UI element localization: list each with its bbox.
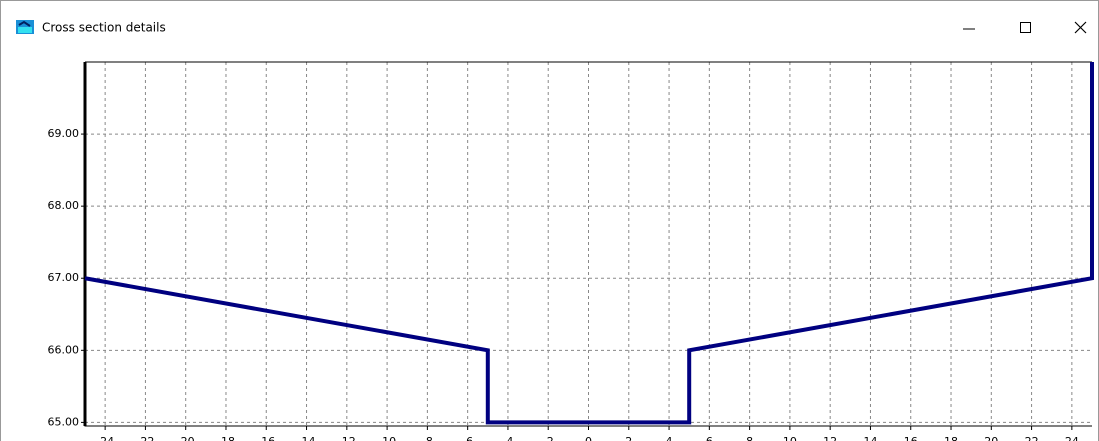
x-tick-label: -6 — [462, 435, 473, 441]
y-tick-label: 66.00 — [48, 343, 80, 356]
window-title: Cross section details — [42, 21, 166, 35]
x-tick-label: 14 — [863, 435, 877, 441]
x-tick-label: 0 — [585, 435, 592, 441]
y-tick-label: 69.00 — [48, 127, 80, 140]
x-tick-label: -8 — [422, 435, 433, 441]
cross-section-line — [84, 62, 1094, 425]
x-tick-label: 8 — [746, 435, 753, 441]
y-tick-label: 67.00 — [48, 271, 80, 284]
x-tick-label: 10 — [783, 435, 797, 441]
x-tick-label: 22 — [1025, 435, 1039, 441]
close-button[interactable] — [1074, 21, 1087, 34]
x-tick-label: -4 — [502, 435, 513, 441]
x-tick-label: -16 — [257, 435, 275, 441]
x-tick-label: -2 — [543, 435, 554, 441]
x-tick-label: 20 — [984, 435, 998, 441]
x-tick-label: -10 — [378, 435, 396, 441]
x-tick-label: -22 — [136, 435, 154, 441]
x-tick-label: 18 — [944, 435, 958, 441]
y-tick-label: 65.00 — [48, 415, 80, 428]
x-tick-label: 4 — [666, 435, 673, 441]
app-icon — [16, 20, 34, 34]
maximize-button[interactable] — [1020, 22, 1031, 33]
x-tick-label: -14 — [298, 435, 316, 441]
plot: -24-22-20-18-16-14-12-10-8-6-4-202468101… — [48, 61, 1094, 441]
x-tick-label: -12 — [338, 435, 356, 441]
x-tick-label: 6 — [706, 435, 713, 441]
x-tick-label: -24 — [96, 435, 114, 441]
x-tick-label: 24 — [1065, 435, 1079, 441]
x-tick-label: 16 — [904, 435, 918, 441]
x-tick-label: 2 — [625, 435, 632, 441]
x-tick-label: -18 — [217, 435, 235, 441]
y-tick-label: 68.00 — [48, 199, 80, 212]
x-tick-label: 12 — [823, 435, 837, 441]
x-tick-label: -20 — [177, 435, 195, 441]
